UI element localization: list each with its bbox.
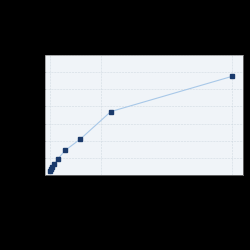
Y-axis label: OD: OD xyxy=(20,110,25,120)
X-axis label: Rat Tumor Necrosis Factor Receptor Superfamily Member 10B / DR5 (TNFRSF10B)
Conc: Rat Tumor Necrosis Factor Receptor Super… xyxy=(36,190,250,201)
